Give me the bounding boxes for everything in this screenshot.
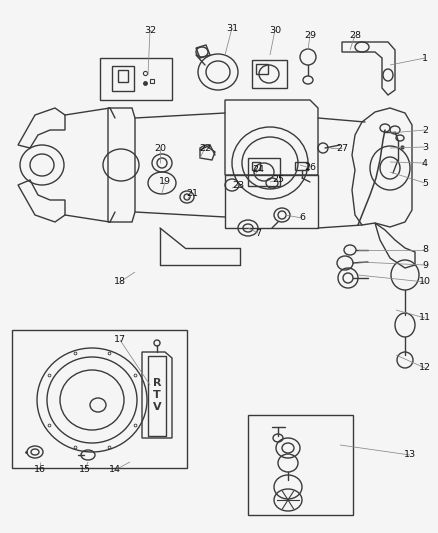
Text: 14: 14	[109, 465, 121, 474]
Text: 2: 2	[421, 125, 427, 134]
Text: 29: 29	[303, 30, 315, 39]
Text: 24: 24	[251, 166, 263, 174]
Text: 27: 27	[335, 143, 347, 152]
Text: 26: 26	[303, 164, 315, 173]
Text: 19: 19	[159, 177, 171, 187]
Bar	[251, 60, 286, 88]
Text: 13: 13	[403, 450, 415, 459]
Text: 18: 18	[114, 278, 126, 287]
Text: 9: 9	[421, 261, 427, 270]
Text: R
T
V: R T V	[152, 378, 161, 411]
Text: 4: 4	[421, 158, 427, 167]
Text: 15: 15	[79, 465, 91, 474]
Text: 30: 30	[268, 26, 280, 35]
Text: 23: 23	[231, 181, 244, 190]
Bar	[112, 66, 134, 91]
Bar	[251, 162, 259, 170]
Text: 6: 6	[298, 214, 304, 222]
Bar	[148, 356, 166, 436]
Bar	[247, 158, 279, 186]
Text: 1: 1	[421, 53, 427, 62]
Bar	[118, 70, 128, 82]
Text: 31: 31	[226, 23, 237, 33]
Bar	[255, 64, 267, 74]
Text: 17: 17	[114, 335, 126, 344]
Text: 22: 22	[198, 143, 211, 152]
Text: 10: 10	[418, 278, 430, 287]
Text: 21: 21	[186, 189, 198, 198]
Text: 8: 8	[421, 246, 427, 254]
Bar	[12, 330, 187, 468]
Text: 11: 11	[418, 313, 430, 322]
Text: 12: 12	[418, 364, 430, 373]
Text: 5: 5	[421, 179, 427, 188]
Bar	[247, 415, 352, 515]
Bar	[100, 58, 172, 100]
Text: 32: 32	[144, 26, 155, 35]
Text: 3: 3	[421, 142, 427, 151]
Text: 20: 20	[154, 143, 166, 152]
Text: 28: 28	[348, 30, 360, 39]
Text: 25: 25	[272, 175, 283, 184]
Text: 16: 16	[34, 465, 46, 474]
Text: 7: 7	[254, 229, 261, 238]
